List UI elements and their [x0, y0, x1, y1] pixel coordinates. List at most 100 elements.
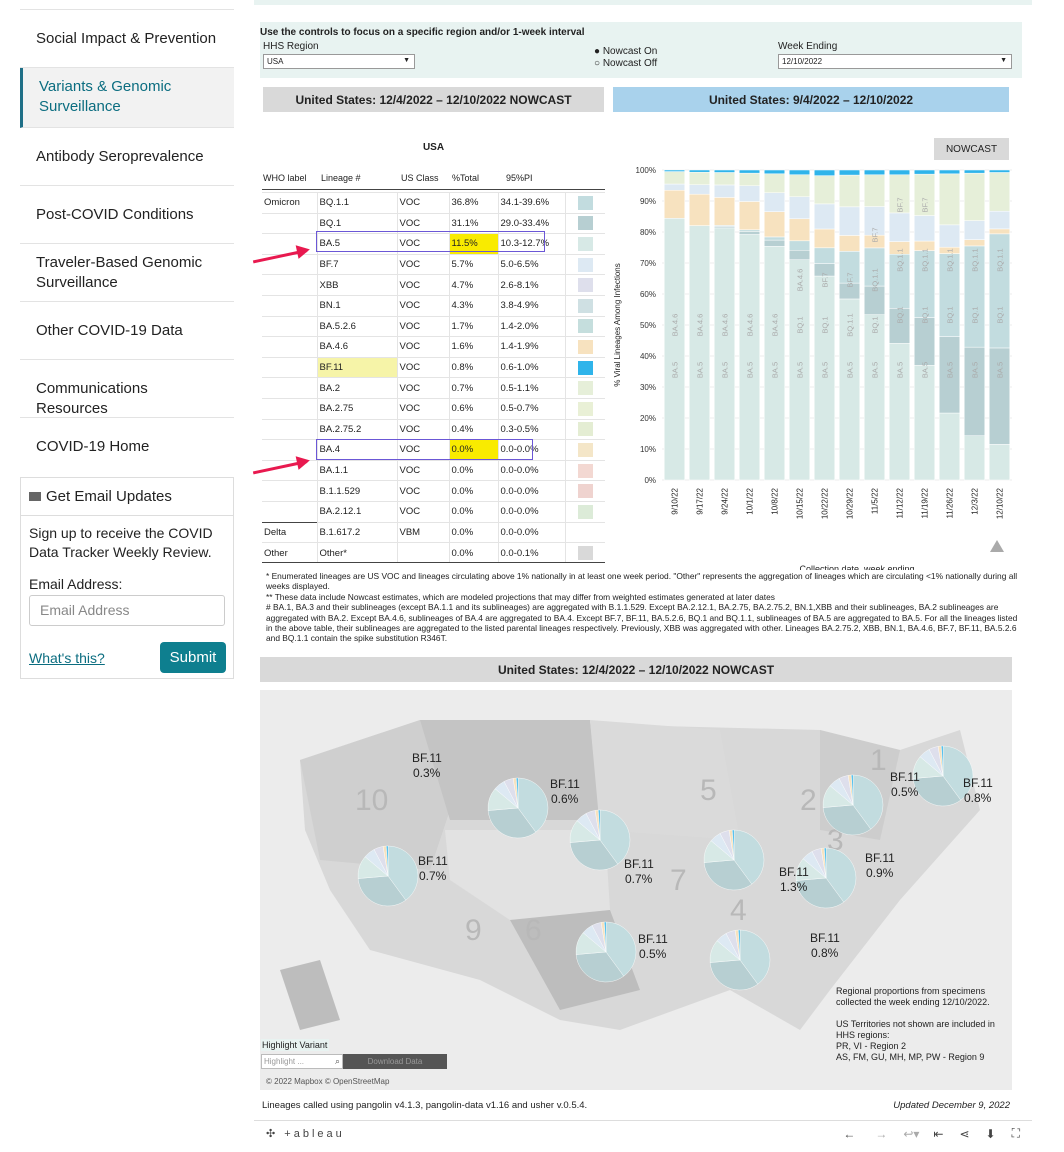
pi-range: 10.3-12.7%	[497, 233, 565, 255]
color-swatch[interactable]	[577, 401, 593, 416]
nowcast-on-radio[interactable]: ● Nowcast On	[594, 46, 657, 57]
tableau-logo-icon: ✣	[266, 1128, 279, 1140]
table-header: United States: 12/4/2022 – 12/10/2022 NO…	[263, 87, 604, 112]
pie-slice	[516, 777, 519, 809]
scroll-up-icon[interactable]	[990, 540, 1004, 552]
sidebar-item-traveler[interactable]: Traveler-Based Genomic Surveillance	[20, 244, 234, 302]
color-swatch[interactable]	[577, 525, 593, 540]
submit-button[interactable]: Submit	[160, 642, 226, 673]
y-tick-label: 30%	[640, 383, 656, 392]
hhs-region-select[interactable]: USA ▼	[263, 54, 415, 69]
color-swatch[interactable]	[577, 257, 593, 272]
bar-segment	[939, 169, 960, 175]
pct-total: 0.0%	[448, 521, 498, 543]
nowcast-off-radio[interactable]: ○ Nowcast Off	[594, 58, 657, 69]
region-number: 5	[700, 774, 717, 807]
ba4-highlight-box	[316, 439, 533, 460]
email-field[interactable]: Email Address	[29, 595, 225, 626]
pct-total: 1.6%	[448, 336, 498, 358]
pct-total: 11.5%	[448, 233, 498, 255]
color-swatch[interactable]	[577, 236, 593, 251]
download-icon[interactable]: ⬇	[985, 1126, 996, 1141]
bar-segment	[989, 172, 1010, 212]
chevron-down-icon: ▼	[1000, 57, 1007, 64]
undo-icon[interactable]: ←	[843, 1126, 856, 1141]
tableau-logo[interactable]: ✣ +ableau	[266, 1127, 345, 1140]
lineage-name: BA.2.75	[316, 397, 397, 420]
bar-segment	[814, 169, 835, 176]
sidebar-nav: Social Impact & Prevention Variants & Ge…	[20, 0, 234, 476]
color-swatch[interactable]	[577, 463, 593, 478]
sidebar-item-other-data[interactable]: Other COVID-19 Data	[20, 302, 234, 360]
week-ending-select[interactable]: 12/10/2022 ▼	[778, 54, 1012, 69]
bar-label: BQ.1	[871, 316, 880, 333]
pct-total: 36.8%	[448, 192, 498, 214]
color-swatch[interactable]	[577, 381, 593, 396]
bar-segment	[714, 227, 735, 481]
color-swatch[interactable]	[577, 339, 593, 354]
bar-label: BA.5	[871, 362, 880, 378]
color-swatch[interactable]	[577, 442, 593, 457]
pct-total: 0.0%	[448, 439, 498, 461]
bar-label: BQ.1	[996, 306, 1005, 323]
pie-label-name: BF.11	[624, 857, 654, 871]
bar-segment	[989, 210, 1010, 230]
region-7-shape	[445, 830, 610, 920]
color-swatch[interactable]	[577, 216, 593, 231]
color-swatch[interactable]	[577, 298, 593, 313]
sidebar-item-social-impact[interactable]: Social Impact & Prevention	[20, 10, 234, 68]
bar-segment	[789, 196, 810, 220]
y-tick-label: 20%	[640, 414, 656, 423]
redo-icon[interactable]: →	[875, 1126, 888, 1141]
color-swatch[interactable]	[577, 504, 593, 519]
pie-slice	[942, 745, 974, 801]
sidebar-item-post-covid[interactable]: Post-COVID Conditions	[20, 186, 234, 244]
x-tick-label: 9/24/22	[721, 487, 730, 514]
highlight-variant-input[interactable]: Highlight ... ⌕	[261, 1054, 343, 1069]
share-icon[interactable]: ⋖	[959, 1126, 970, 1141]
x-tick-label: 10/22/22	[821, 487, 830, 519]
region-10-shape	[300, 720, 450, 870]
download-data-button[interactable]: Download Data	[343, 1054, 447, 1069]
pi-range: 34.1-39.6%	[497, 192, 565, 214]
pi-range: 29.0-33.4%	[497, 212, 565, 234]
week-ending-value: 12/10/2022	[782, 57, 823, 66]
lineage-name: BA.2.75.2	[316, 418, 397, 440]
us-class: VOC	[396, 459, 449, 481]
color-swatch-cell	[564, 233, 605, 255]
x-tick-label: 11/5/22	[871, 487, 880, 514]
color-swatch[interactable]	[577, 360, 593, 375]
bar-segment	[764, 236, 785, 241]
pie-slice	[575, 951, 625, 983]
color-swatch[interactable]	[577, 195, 593, 210]
bar-label: BA.4.6	[796, 269, 805, 292]
pie-label-name: BF.11	[638, 932, 668, 946]
us-class: VOC	[396, 377, 449, 399]
who-label: Delta	[262, 521, 317, 543]
reset-icon[interactable]: ⇤	[933, 1126, 944, 1141]
color-swatch[interactable]	[577, 319, 593, 334]
y-axis-label: % Viral Lineages Among Infections	[613, 263, 622, 386]
bar-label: BA.5	[996, 362, 1005, 378]
sidebar-item-antibody[interactable]: Antibody Seroprevalence	[20, 128, 234, 186]
territories-region9: AS, FM, GU, MH, MP, PW - Region 9	[836, 1052, 985, 1062]
color-swatch[interactable]	[577, 278, 593, 293]
whats-this-link[interactable]: What's this?	[29, 650, 105, 666]
color-swatch-cell	[564, 274, 605, 296]
bar-segment	[914, 365, 935, 481]
fullscreen-icon[interactable]: ⛶	[1011, 1126, 1020, 1140]
sidebar-item-communications[interactable]: Communications Resources	[20, 360, 234, 418]
sidebar-item-covid-home[interactable]: COVID-19 Home	[36, 438, 150, 455]
col-95pi: 95%PI	[506, 173, 533, 183]
us-class: VOC	[396, 356, 449, 378]
color-swatch-cell	[564, 500, 605, 522]
sidebar-item-variants[interactable]: Variants & Genomic Surveillance	[20, 68, 234, 128]
nowcast-button[interactable]: NOWCAST	[934, 138, 1009, 160]
color-swatch[interactable]	[577, 546, 593, 561]
x-axis-label: Collection date, week ending	[799, 564, 914, 570]
revert-icon[interactable]: ↩▾	[903, 1126, 920, 1141]
nowcast-on-label: Nowcast On	[602, 46, 658, 57]
color-swatch[interactable]	[577, 484, 593, 499]
color-swatch[interactable]	[577, 422, 593, 437]
bar-segment	[814, 228, 835, 249]
